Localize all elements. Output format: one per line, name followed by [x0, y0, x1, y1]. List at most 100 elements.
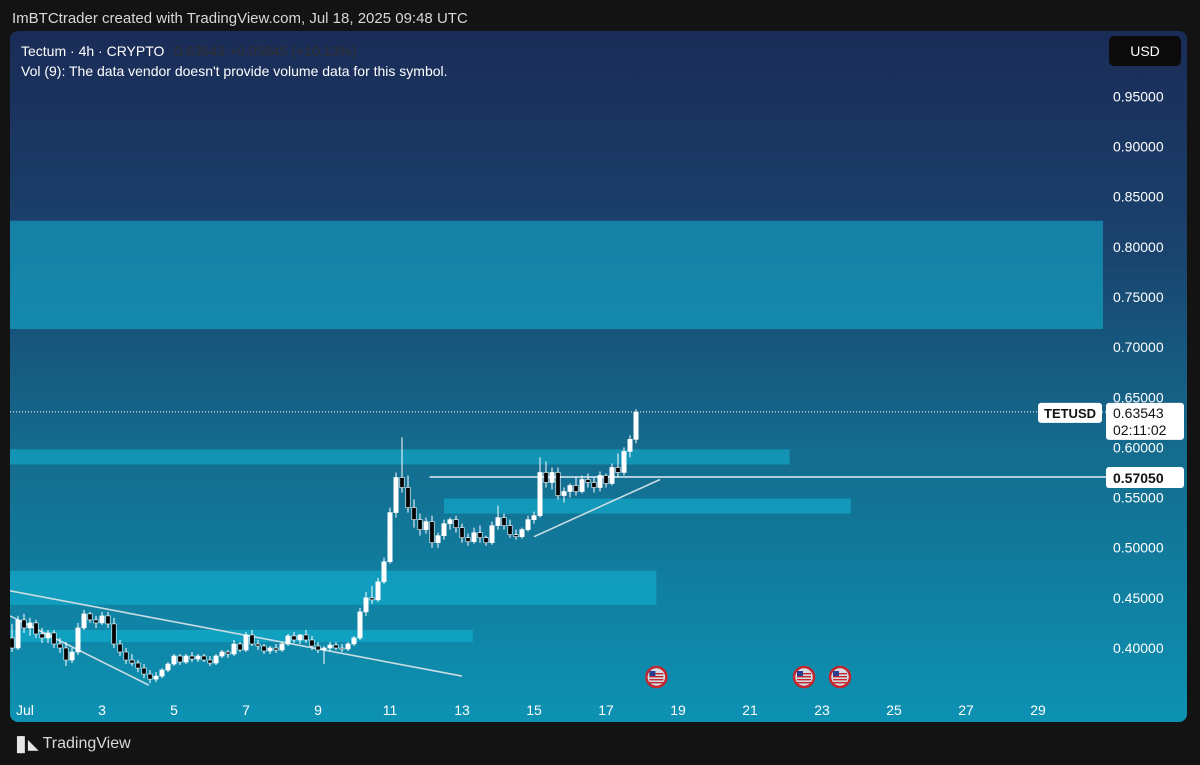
header-price: 0.63543 [174, 43, 225, 59]
tradingview-footer[interactable]: ⁠▐▌◣ TradingView [12, 735, 131, 753]
flag-stripe [797, 676, 811, 678]
header-change-pct: (+10.13%) [291, 43, 357, 59]
candle-body [543, 472, 549, 483]
candle-body [405, 487, 411, 508]
candle-body [141, 667, 147, 675]
volume-note: Vol (9): The data vendor doesn't provide… [21, 63, 448, 79]
candle-body [417, 519, 423, 530]
symbol-line[interactable]: Tectum · 4h · CRYPTO [21, 43, 165, 59]
x-tick-label: 13 [454, 702, 470, 718]
candle-body [81, 613, 87, 629]
flag-stripe [833, 676, 847, 678]
candle-body [351, 637, 357, 645]
candle-body [189, 655, 195, 660]
candle-body [243, 634, 249, 651]
candle-countdown: 02:11:02 [1113, 422, 1167, 438]
candle-body [33, 622, 39, 635]
candle-body [105, 615, 111, 625]
symbol-header[interactable]: Tectum · 4h · CRYPTO 0.63543 +0.05845 (+… [21, 43, 356, 59]
flag-canton [797, 671, 803, 676]
candle-body [441, 523, 447, 536]
candle-body [615, 467, 621, 473]
x-tick-label: 3 [98, 702, 106, 718]
price-chart[interactable]: 0.95000 0.90000 0.85000 0.80000 0.75000 0.700… [10, 31, 1187, 722]
candle-body [603, 475, 609, 484]
candle-body [573, 485, 579, 492]
x-tick-label: 17 [598, 702, 614, 718]
x-tick-label: 25 [886, 702, 902, 718]
candle-body [111, 623, 117, 645]
last-price-tag [1106, 402, 1184, 440]
candle-body [519, 529, 525, 537]
candle-body [381, 561, 387, 583]
candle-body [333, 644, 339, 649]
candle-body [51, 632, 57, 645]
y-tick-label: 0.85000 [1113, 189, 1164, 205]
zone-1 [10, 449, 790, 465]
x-tick-label: 9 [314, 702, 322, 718]
candle-body [27, 622, 33, 629]
currency-button[interactable]: USD [1109, 36, 1181, 66]
candle-body [423, 521, 429, 530]
candle-body [561, 491, 567, 496]
candle-body [213, 655, 219, 664]
candle-body [87, 613, 93, 621]
candle-body [117, 643, 123, 653]
candle-body [513, 534, 519, 537]
candle-body [10, 637, 15, 649]
candle-body [393, 477, 399, 513]
last-price-value: 0.63543 [1113, 405, 1164, 421]
us-flag-event-icon [828, 665, 852, 689]
candle-body [435, 535, 441, 543]
y-tick-label: 0.70000 [1113, 339, 1164, 355]
candle-body [387, 512, 393, 563]
flag-canton [833, 671, 839, 676]
candle-body [147, 673, 153, 680]
x-tick-label: 27 [958, 702, 974, 718]
flag-stripe [797, 682, 811, 684]
candle-body [15, 619, 21, 649]
x-tick-label: 5 [170, 702, 178, 718]
header-change: +0.05845 [228, 43, 288, 59]
candle-body [579, 479, 585, 492]
candle-body [549, 472, 555, 483]
x-tick-label: 19 [670, 702, 686, 718]
y-tick-label: 0.50000 [1113, 540, 1164, 556]
flag-stripe [833, 679, 847, 681]
candle-body [159, 669, 165, 677]
candle-body [531, 515, 537, 520]
candle-body [483, 537, 489, 543]
candle-body [477, 532, 483, 538]
candle-body [633, 411, 639, 440]
candle-body [369, 597, 375, 601]
candle-body [315, 645, 321, 651]
candle-body [195, 655, 201, 660]
candle-body [567, 485, 573, 492]
candle-body [537, 472, 543, 516]
chart-credit: ImBTCtrader created with TradingView.com… [12, 10, 468, 27]
x-tick-label: 7 [242, 702, 250, 718]
flag-stripe [797, 673, 811, 675]
candle-body [63, 647, 69, 661]
candle-body [237, 643, 243, 651]
x-tick-label: 21 [742, 702, 758, 718]
y-tick-label: 0.95000 [1113, 88, 1164, 104]
flag-canton [649, 671, 656, 676]
y-tick-label: 0.80000 [1113, 239, 1164, 255]
flag-stripe [649, 673, 664, 675]
candle-body [75, 627, 81, 653]
candle-body [129, 659, 135, 664]
candle-body [339, 647, 345, 650]
y-tick-label: 0.75000 [1113, 289, 1164, 305]
chart-frame[interactable]: 0.95000 0.90000 0.85000 0.80000 0.75000 0.700… [10, 31, 1187, 722]
candle-body [453, 519, 459, 528]
y-tick-label: 0.45000 [1113, 590, 1164, 606]
y-tick-label: 0.65000 [1113, 389, 1164, 405]
candle-body [495, 517, 501, 526]
candle-body [219, 651, 225, 657]
candle-body [93, 619, 99, 624]
candle-body [249, 634, 255, 645]
candle-body [609, 467, 615, 484]
candle-body [279, 643, 285, 651]
candle-body [411, 507, 417, 520]
